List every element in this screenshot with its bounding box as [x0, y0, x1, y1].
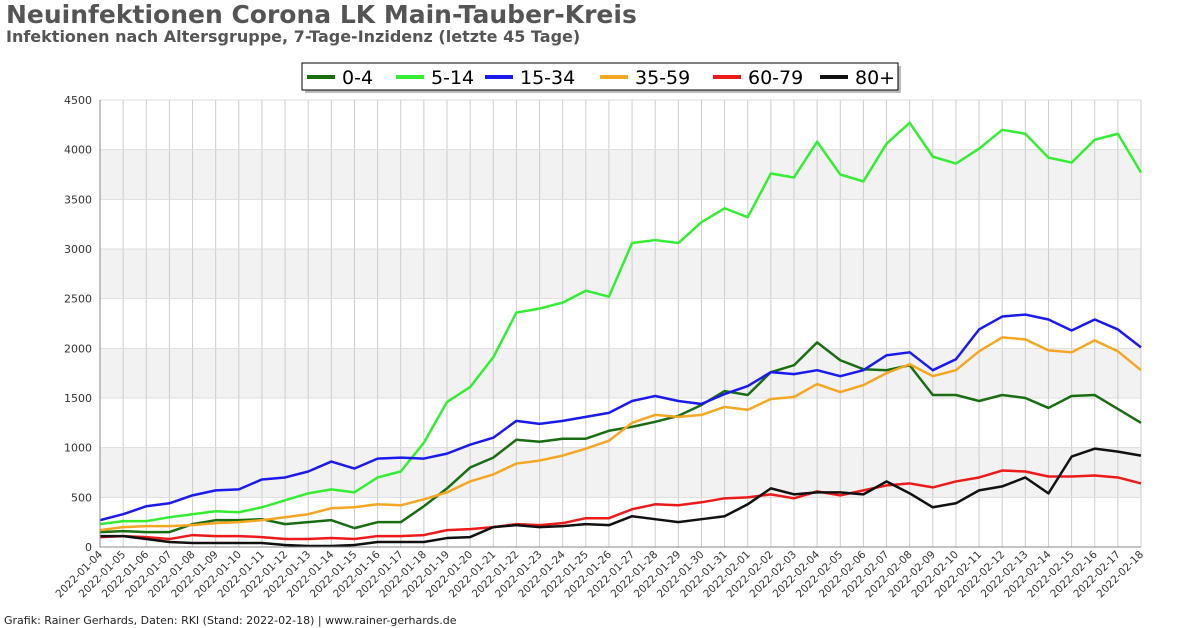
series-line-35-59: [99, 336, 1142, 532]
y-tick-label: 0: [85, 541, 92, 554]
series-line-0-4: [99, 341, 1142, 534]
y-tick-label: 2500: [64, 293, 92, 306]
y-tick-label: 2000: [64, 342, 92, 355]
y-tick-label: 3000: [64, 243, 92, 256]
chart-title: Neuinfektionen Corona LK Main-Tauber-Kre…: [6, 0, 637, 29]
series-lines: [99, 121, 1143, 548]
y-tick-label: 1500: [64, 392, 92, 405]
chart-subtitle: Infektionen nach Altersgruppe, 7-Tage-In…: [6, 27, 581, 46]
y-tick-label: 1000: [64, 442, 92, 455]
legend: 0-4 5-14 15-34 35-59 60-79 80+: [301, 62, 901, 93]
y-tick-label: 4000: [64, 144, 92, 157]
legend-label-60-79: 60-79: [748, 67, 803, 89]
series-line-60-79: [99, 469, 1142, 541]
background-bands: [100, 149, 1141, 498]
axes: [99, 100, 1141, 548]
grid-band: [100, 149, 1141, 200]
legend-label-15-34: 15-34: [520, 67, 575, 89]
series-line-5-14: [99, 121, 1143, 526]
y-tick-label: 500: [71, 491, 92, 504]
y-tick-label: 3500: [64, 193, 92, 206]
legend-label-5-14: 5-14: [431, 67, 474, 89]
gridlines: [99, 99, 1142, 548]
legend-label-0-4: 0-4: [342, 67, 373, 89]
legend-label-80+: 80+: [855, 67, 895, 89]
footer-credit: Grafik: Rainer Gerhards, Daten: RKI (Sta…: [4, 614, 457, 627]
x-axis-ticks: 2022-01-042022-01-052022-01-062022-01-07…: [53, 548, 1146, 600]
grid-band: [100, 348, 1141, 398]
y-axis-ticks: 0 500 1000 1500 2000 2500 3000 3500 4000 4500: [64, 94, 92, 554]
series-line-15-34: [99, 313, 1142, 522]
legend-label-35-59: 35-59: [635, 67, 690, 89]
series-line-80+: [100, 447, 1142, 548]
y-tick-label: 4500: [64, 94, 92, 107]
grid-band: [100, 249, 1141, 299]
grid-band: [100, 447, 1141, 498]
